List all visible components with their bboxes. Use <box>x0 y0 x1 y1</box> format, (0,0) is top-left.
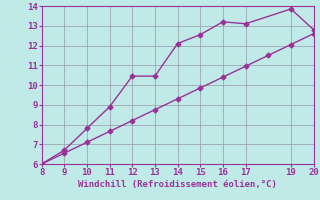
X-axis label: Windchill (Refroidissement éolien,°C): Windchill (Refroidissement éolien,°C) <box>78 180 277 189</box>
